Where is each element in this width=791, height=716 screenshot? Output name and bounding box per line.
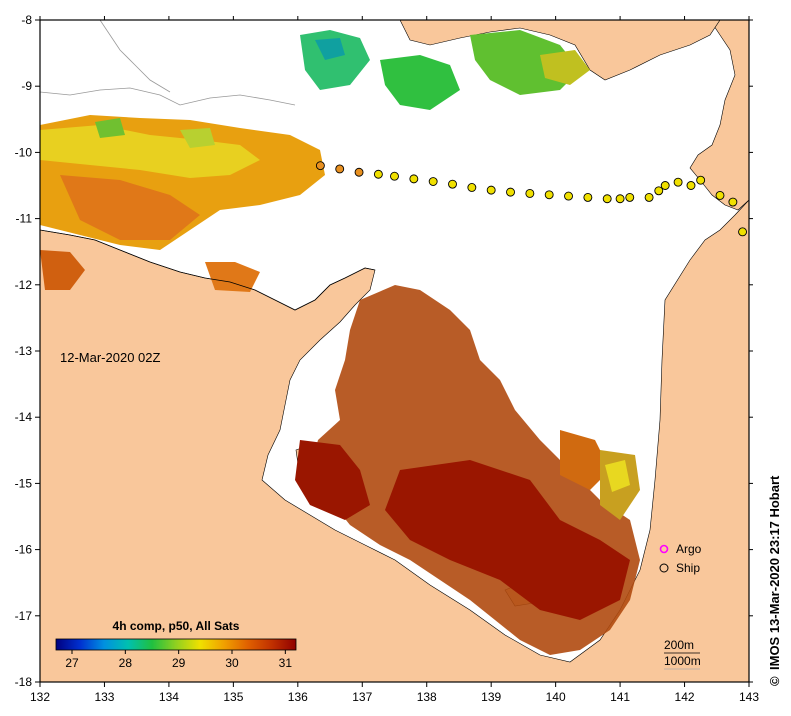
ship-observation-point (506, 187, 515, 197)
y-tick-label: -17 (15, 609, 33, 623)
x-tick-label: 133 (94, 690, 114, 704)
argo-label: Argo (676, 542, 702, 556)
ship-observation-point (564, 191, 573, 201)
ship-observation-point (660, 181, 670, 190)
ship-observation-point (315, 161, 325, 171)
ship-observation-point (525, 188, 535, 198)
marker-legend: Argo Ship (659, 542, 702, 575)
ship-observation-point (625, 192, 635, 202)
ship-observation-point (715, 190, 725, 200)
ship-observation-point (738, 227, 748, 237)
x-tick-label: 140 (546, 690, 566, 704)
contour-200m-label: 200m (664, 638, 694, 652)
contour-legend: 200m 1000m (664, 638, 701, 670)
colorbar-bar (55, 638, 297, 651)
x-tick-label: 136 (288, 690, 308, 704)
colorbar-tick-label: 28 (119, 656, 133, 670)
colorbar-tick-label: 27 (65, 656, 79, 670)
land-cape-york (689, 20, 749, 211)
colorbar-ticks: 27 28 29 30 31 (65, 650, 292, 670)
coastline-detail (40, 229, 376, 311)
x-tick-label: 134 (159, 690, 179, 704)
ship-observation-point (373, 169, 383, 179)
ship-observation-point (467, 183, 477, 192)
sst-west-field (40, 115, 325, 292)
x-tick-label: 141 (610, 690, 630, 704)
ship-label: Ship (676, 561, 700, 575)
ship-observation-point (428, 177, 438, 186)
x-tick-label: 142 (675, 690, 695, 704)
ship-observation-point (615, 194, 625, 204)
sst-gulf-field (295, 285, 640, 655)
ship-observation-point (354, 167, 364, 177)
ship-observation-point (583, 192, 593, 202)
ship-marker-icon (659, 563, 669, 573)
ship-observation-point (409, 174, 419, 184)
ship-observation-point (673, 177, 683, 187)
x-tick-label: 139 (481, 690, 501, 704)
colorbar: 4h comp, p50, All Sats 27 28 29 30 31 (55, 619, 297, 670)
copyright-symbol: © (767, 676, 782, 686)
ship-observation-point (696, 175, 706, 185)
y-tick-label: -8 (21, 13, 32, 27)
y-tick-label: -10 (15, 145, 33, 159)
ship-track (315, 161, 748, 237)
argo-marker-icon (659, 544, 669, 554)
ship-observation-point (728, 197, 738, 207)
x-tick-label: 138 (417, 690, 437, 704)
y-tick-label: -11 (16, 212, 33, 226)
ship-observation-point (686, 181, 696, 190)
x-tick-label: 132 (30, 690, 50, 704)
ship-observation-point (544, 190, 554, 200)
land-new-guinea (399, 20, 721, 81)
ship-observation-point (644, 192, 654, 202)
colorbar-tick-label: 29 (172, 656, 186, 670)
credit: © IMOS 13-Mar-2020 23:17 Hobart (767, 475, 782, 686)
y-tick-label: -18 (15, 675, 33, 689)
x-axis: 132 133 134 135 136 137 138 139 140 141 142 143 (30, 16, 759, 704)
bathymetry-contour-200m (40, 87, 296, 106)
y-tick-label: -13 (15, 344, 33, 358)
y-tick-label: -16 (15, 543, 33, 557)
y-tick-label: -12 (15, 278, 33, 292)
bathymetry-contour-1000m (99, 20, 171, 93)
colorbar-tick-label: 30 (225, 656, 239, 670)
credit-text: IMOS 13-Mar-2020 23:17 Hobart (767, 475, 782, 670)
ship-observation-point (486, 185, 496, 195)
x-tick-label: 143 (739, 690, 759, 704)
ship-observation-point (654, 186, 664, 196)
timestamp-label: 12-Mar-2020 02Z (60, 350, 160, 365)
ship-observation-point (390, 171, 399, 181)
x-tick-label: 135 (223, 690, 243, 704)
ship-observation-point (335, 164, 345, 174)
colorbar-title: 4h comp, p50, All Sats (113, 619, 240, 633)
x-tick-label: 137 (352, 690, 372, 704)
y-tick-label: -15 (15, 476, 33, 490)
contour-1000m-label: 1000m (664, 654, 701, 668)
sst-north-field (300, 30, 590, 110)
colorbar-tick-label: 31 (279, 656, 293, 670)
y-tick-label: -14 (15, 410, 33, 424)
ship-observation-point (448, 179, 457, 189)
y-axis: -8 -9 -10 -11 -12 -13 -14 -15 -16 -17 -18 (15, 13, 753, 689)
y-tick-label: -9 (21, 79, 32, 93)
ship-observation-point (602, 194, 612, 204)
